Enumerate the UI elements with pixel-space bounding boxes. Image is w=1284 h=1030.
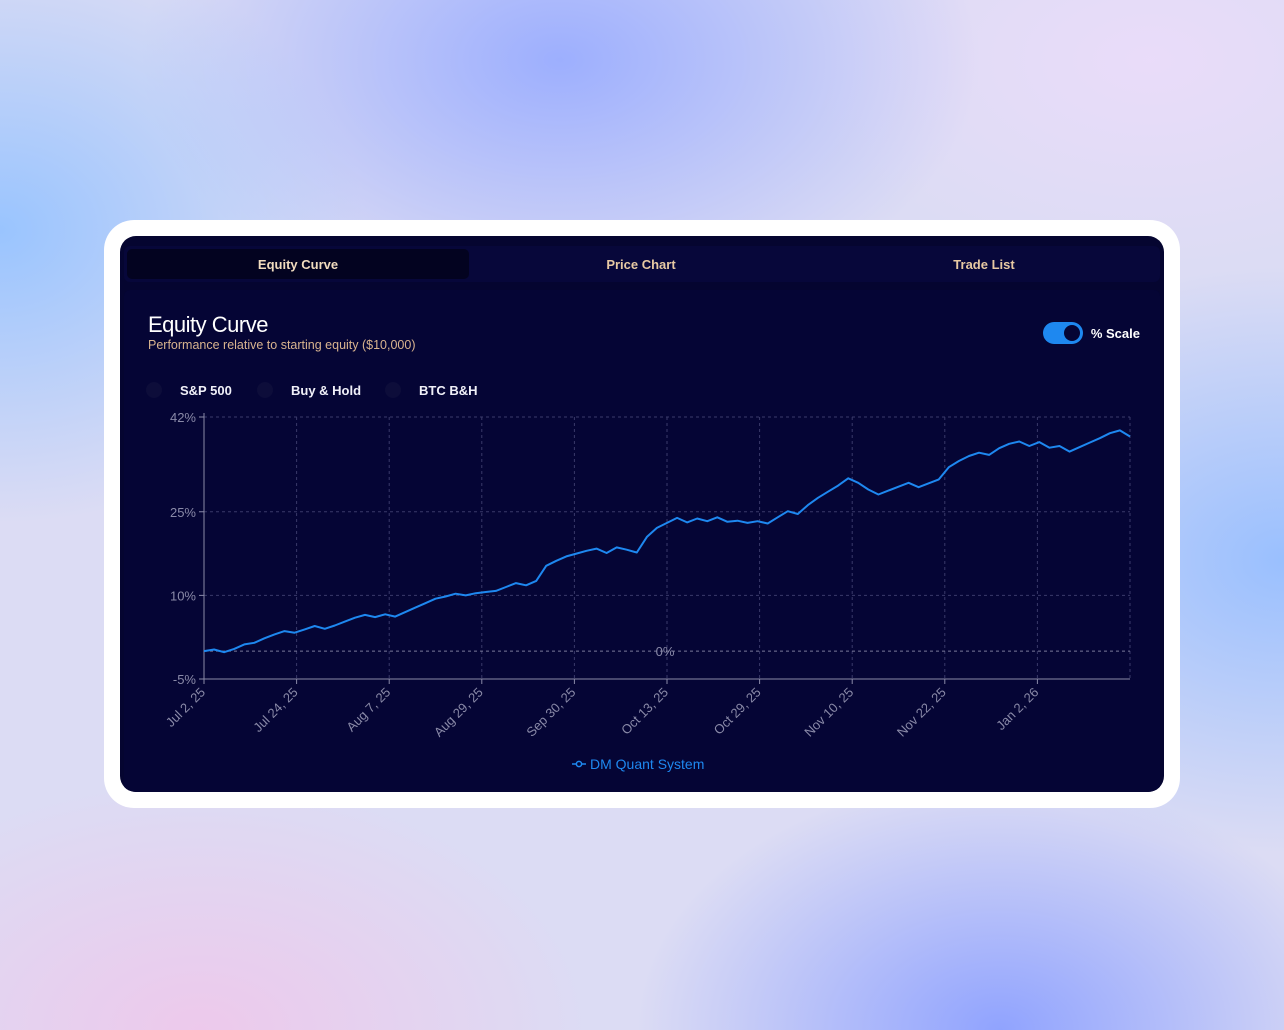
benchmark-dot <box>385 382 401 398</box>
y-tick-label: -5% <box>173 672 197 687</box>
zero-reference-label: 0% <box>656 644 675 659</box>
benchmark-dot <box>146 382 162 398</box>
benchmark-dot <box>257 382 273 398</box>
benchmark-label: Buy & Hold <box>291 382 362 398</box>
tab-bar: Equity Curve Price Chart Trade List <box>124 246 1160 282</box>
x-tick-label: Oct 29, 25 <box>711 685 764 738</box>
x-tick-label: Nov 22, 25 <box>894 685 949 740</box>
benchmark-label: BTC B&H <box>419 382 478 398</box>
tab-equity-curve[interactable]: Equity Curve <box>127 249 469 279</box>
x-tick-label: Jan 2, 26 <box>993 685 1041 733</box>
benchmark-buy-hold[interactable]: Buy & Hold <box>257 378 361 402</box>
benchmark-btc-bh[interactable]: BTC B&H <box>385 378 478 402</box>
benchmark-sp500[interactable]: S&P 500 <box>146 378 232 402</box>
equity-panel: Equity Curve Performance relative to sta… <box>124 290 1160 792</box>
benchmark-label: S&P 500 <box>180 382 232 398</box>
y-tick-label: 25% <box>170 505 196 520</box>
x-tick-label: Oct 13, 25 <box>618 685 671 738</box>
x-tick-label: Jul 24, 25 <box>250 685 300 735</box>
line-marker-icon <box>572 760 586 768</box>
x-tick-label: Sep 30, 25 <box>523 685 578 740</box>
y-tick-label: 42% <box>170 410 196 425</box>
scale-toggle-group: % Scale <box>1042 322 1140 344</box>
app-window: Equity Curve Price Chart Trade List Equi… <box>120 236 1164 792</box>
tab-trade-list[interactable]: Trade List <box>953 256 1015 272</box>
equity-chart: 42% 25% 10% -5%Jul 2, 25 Jul 24, 25 Aug 7, 25… <box>163 410 1131 740</box>
x-tick-label: Aug 7, 25 <box>343 685 393 735</box>
tab-price-chart[interactable]: Price Chart <box>606 256 676 272</box>
chart-legend-item[interactable]: DM Quant System <box>572 756 704 772</box>
x-tick-label: Nov 10, 25 <box>801 685 856 740</box>
percent-scale-toggle[interactable] <box>1042 322 1083 344</box>
series-line-dm-quant-system <box>203 429 1131 654</box>
legend-label: DM Quant System <box>590 756 705 772</box>
panel-title: Equity Curve <box>148 312 268 337</box>
percent-scale-label: % Scale <box>1090 325 1140 341</box>
toggle-knob <box>1063 325 1080 341</box>
y-tick-label: 10% <box>170 588 196 603</box>
panel-subtitle: Performance relative to starting equity … <box>148 338 416 352</box>
x-tick-label: Jul 2, 25 <box>163 685 208 730</box>
x-tick-label: Aug 29, 25 <box>431 685 486 740</box>
